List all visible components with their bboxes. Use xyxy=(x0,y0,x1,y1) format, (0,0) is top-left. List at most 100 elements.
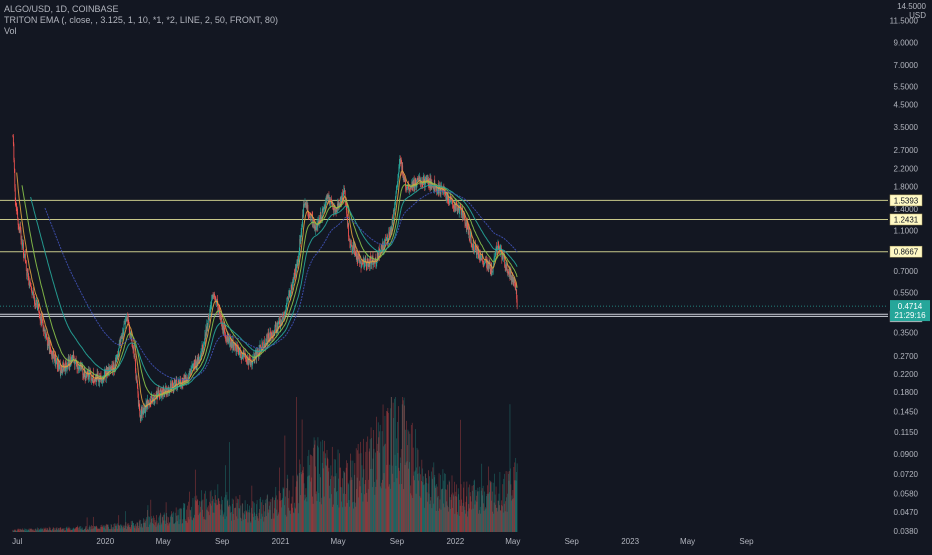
candle-body xyxy=(128,324,130,330)
candle-body xyxy=(278,320,280,323)
candle-body xyxy=(495,247,497,251)
volume-bar xyxy=(292,475,294,532)
volume-bar xyxy=(39,529,41,532)
candle-body xyxy=(488,265,490,269)
candle-body xyxy=(262,343,264,349)
candle-body xyxy=(93,379,95,382)
candle-body xyxy=(357,253,359,261)
candle-body xyxy=(304,203,306,205)
candle-body xyxy=(467,228,469,235)
volume-bar xyxy=(490,480,492,532)
volume-bar xyxy=(395,465,397,532)
volume-bar xyxy=(334,488,336,532)
candle-body xyxy=(454,209,456,211)
candle-body xyxy=(291,285,292,290)
volume-bar xyxy=(300,472,302,532)
volume-bar xyxy=(384,444,385,532)
volume-bar xyxy=(393,482,395,532)
volume-bar xyxy=(214,502,215,532)
volume-bar xyxy=(159,515,160,532)
volume-bar xyxy=(41,529,43,532)
candle-body xyxy=(48,341,50,342)
candle-body xyxy=(462,217,464,219)
candle-body xyxy=(508,271,509,274)
candle-body xyxy=(65,360,67,366)
candle-body xyxy=(365,258,367,263)
volume-bar xyxy=(253,501,255,532)
candle-body xyxy=(76,361,77,367)
volume-bar xyxy=(275,486,277,532)
price-level-tag[interactable] xyxy=(889,245,923,258)
volume-bar xyxy=(319,473,320,532)
candle-body xyxy=(231,340,233,348)
candle-body xyxy=(136,376,138,381)
volume-bar xyxy=(205,519,207,532)
volume-bar xyxy=(175,522,177,532)
indicator-title[interactable]: TRITON EMA (, close, , 3.125, 1, 10, *1,… xyxy=(4,15,278,25)
candle-body xyxy=(323,206,325,210)
candle-body xyxy=(494,255,496,257)
volume-bar xyxy=(400,449,402,532)
volume-bar xyxy=(495,504,496,532)
candle-body xyxy=(208,319,210,321)
price-axis-top-value: 14.5000 xyxy=(897,2,926,11)
candle-body xyxy=(459,206,461,211)
candle-body xyxy=(179,380,180,384)
volume-bar xyxy=(388,484,390,532)
volume-bar xyxy=(403,397,405,532)
volume-bar xyxy=(489,480,491,532)
current-price-tag[interactable] xyxy=(890,300,930,322)
volume-bar xyxy=(377,422,379,532)
candle-body xyxy=(511,276,513,279)
volume-bar xyxy=(361,465,363,532)
volume-bar xyxy=(305,488,307,532)
volume-bar xyxy=(235,496,237,532)
candle-body xyxy=(211,299,213,305)
volume-bar xyxy=(78,528,79,532)
volume-bar xyxy=(219,509,221,532)
candle-body xyxy=(27,270,29,273)
volume-bar xyxy=(204,519,206,532)
candle-body xyxy=(117,354,119,356)
candle-body xyxy=(53,354,55,357)
candle-body xyxy=(159,389,161,398)
candle-body xyxy=(483,263,485,267)
candle-body xyxy=(76,366,78,369)
volume-bar xyxy=(222,516,224,532)
price-level-tag[interactable] xyxy=(889,194,923,207)
price-level-tag[interactable] xyxy=(889,213,923,226)
x-tick-label: 2023 xyxy=(621,537,639,546)
volume-bar xyxy=(393,418,394,532)
symbol-title[interactable]: ALGO/USD, 1D, COINBASE xyxy=(4,4,119,14)
volume-bar xyxy=(382,404,384,532)
candle-body xyxy=(91,378,93,381)
candle-body xyxy=(315,226,316,231)
candle-body xyxy=(251,361,253,367)
volume-bar xyxy=(279,467,280,532)
candle-body xyxy=(263,340,265,344)
candle-body xyxy=(139,408,141,417)
volume-bar xyxy=(516,463,518,532)
candle-body xyxy=(12,134,14,136)
volume-bar xyxy=(185,520,187,532)
volume-bar xyxy=(251,507,252,532)
candle-body xyxy=(71,355,73,358)
volume-bar xyxy=(53,530,55,532)
candle-body xyxy=(226,338,228,342)
volume-bar xyxy=(406,461,408,532)
volume-bar xyxy=(456,511,458,532)
volume-title[interactable]: Vol xyxy=(4,26,17,36)
volume-bar xyxy=(262,516,263,532)
volume-bar xyxy=(276,509,278,532)
candle-body xyxy=(466,222,468,227)
volume-bar xyxy=(302,470,303,532)
candle-body xyxy=(453,203,455,209)
candle-body xyxy=(507,272,508,274)
candle-body xyxy=(168,386,170,394)
volume-bar xyxy=(90,529,91,532)
volume-bar xyxy=(244,511,245,532)
volume-bar xyxy=(33,530,34,532)
volume-bar xyxy=(192,520,193,532)
